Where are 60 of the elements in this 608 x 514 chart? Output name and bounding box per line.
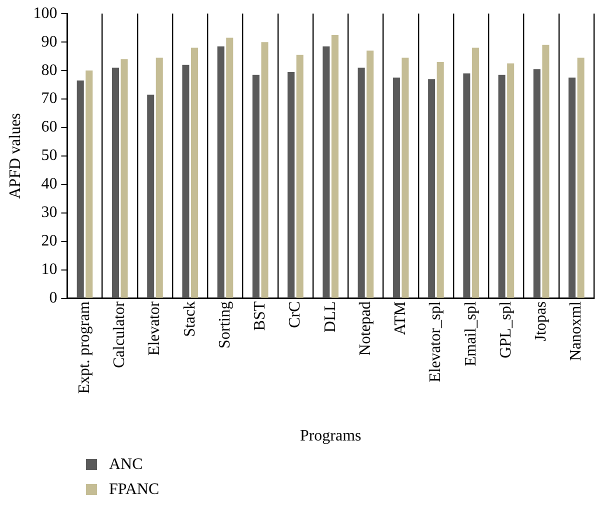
y-tick-label: 0 [49, 290, 58, 307]
bar [288, 72, 295, 298]
x-tick-label: Elevator_spl [427, 300, 444, 382]
x-tick-label: CrC [286, 301, 304, 328]
y-tick-label: 60 [41, 118, 58, 136]
x-tick-label: BST [252, 301, 269, 331]
bar [402, 58, 409, 298]
x-tick-label: Notepad [356, 301, 374, 356]
bar [120, 59, 128, 298]
y-tick-label: 20 [41, 232, 58, 250]
y-tick-label: 90 [41, 33, 58, 50]
bar [76, 80, 84, 298]
x-tick-label: Nanoxml [568, 300, 585, 361]
bar [86, 70, 93, 298]
y-tick-label: 30 [41, 204, 58, 222]
bar [112, 68, 119, 298]
bar [568, 78, 576, 298]
y-tick-label: 40 [41, 176, 58, 193]
bar [182, 64, 190, 298]
bar [252, 74, 260, 298]
bar [533, 69, 540, 298]
x-tick-label: Calculator [111, 300, 128, 368]
x-tick-label: Email_spl [462, 300, 480, 366]
bar [331, 34, 338, 298]
x-axis-title: Programs [300, 428, 362, 445]
bar [542, 44, 550, 298]
y-tick-label: 50 [41, 147, 58, 164]
bar [472, 48, 479, 298]
x-tick-label: Jtopas [532, 301, 550, 342]
x-tick-label: ATM [392, 301, 410, 336]
bar [577, 58, 584, 298]
bar [436, 62, 444, 298]
bar [156, 58, 163, 298]
x-tick-label: Expt. program [76, 300, 93, 394]
y-tick-label: 100 [33, 4, 58, 22]
bar [392, 78, 400, 298]
bar [296, 54, 304, 298]
bar [217, 46, 224, 298]
bar [463, 73, 470, 298]
bar [366, 50, 374, 298]
bar [226, 38, 234, 298]
bar [507, 63, 514, 298]
bar [322, 46, 330, 298]
bar [428, 79, 436, 298]
bar [191, 48, 198, 298]
x-tick-label: Stack [181, 301, 198, 337]
bar [358, 68, 365, 298]
legend-label: FPANC [109, 480, 160, 500]
x-tick-label: DLL [322, 301, 339, 332]
y-axis-title: APFD values [6, 113, 24, 199]
legend-label: ANC [109, 455, 143, 475]
y-tick-label: 70 [41, 90, 58, 108]
x-tick-label: GPL_spl [497, 300, 514, 358]
bar [498, 74, 506, 298]
y-tick-label: 10 [41, 261, 58, 278]
bar [147, 94, 154, 298]
x-tick-label: Sorting [216, 301, 234, 349]
y-tick-label: 80 [41, 62, 58, 79]
bar [261, 42, 268, 298]
x-tick-label: Elevator [146, 300, 164, 356]
